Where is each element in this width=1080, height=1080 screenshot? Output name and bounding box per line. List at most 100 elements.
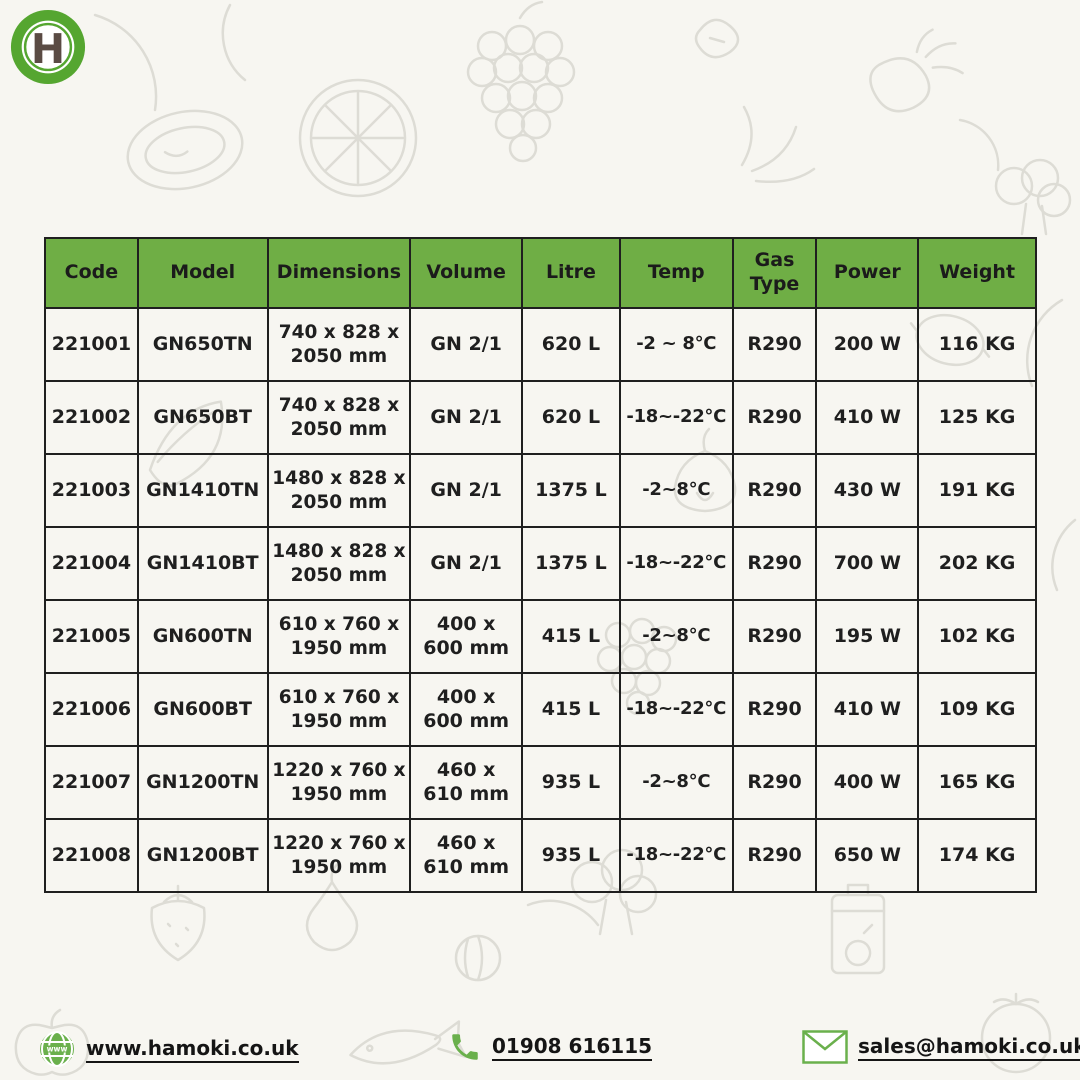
column-header: Litre <box>521 237 621 309</box>
table-cell: GN650TN <box>136 307 269 382</box>
table-cell: 200 W <box>815 307 920 382</box>
table-cell: GN1200BT <box>136 818 269 893</box>
table-cell: R290 <box>731 599 818 674</box>
website-link[interactable]: www.hamoki.co.uk <box>86 1036 299 1063</box>
table-cell: -18~-22°C <box>618 818 734 893</box>
table-cell: GN1410BT <box>136 526 269 601</box>
broccoli-doodle <box>994 158 1072 236</box>
table-row: 221008 GN1200BT 1220 x 760 x 1950 mm 460 x … <box>44 818 1037 893</box>
column-header: Code <box>44 237 139 309</box>
table-cell: GN 2/1 <box>409 380 524 455</box>
grapes-doodle <box>466 0 576 163</box>
column-header: Dimensions <box>266 237 412 309</box>
table-cell: 116 KG <box>917 307 1037 382</box>
table-cell: 460 x 610 mm <box>409 818 524 893</box>
table-cell: 740 x 828 x 2050 mm <box>266 307 412 382</box>
table-cell: 102 KG <box>917 599 1037 674</box>
table-cell: 430 W <box>815 453 920 528</box>
walnut-doodle <box>454 934 502 982</box>
table-cell: R290 <box>731 453 818 528</box>
arc-doodle <box>93 3 247 112</box>
table-cell: 221005 <box>44 599 139 674</box>
table-cell: 221001 <box>44 307 139 382</box>
table-cell: 935 L <box>521 745 621 820</box>
table-cell: 221002 <box>44 380 139 455</box>
table-row: 221006 GN600BT 610 x 760 x 1950 mm 400 x 60… <box>44 672 1037 747</box>
apple-doodle <box>14 1008 90 1076</box>
table-cell: R290 <box>731 307 818 382</box>
svg-text:www: www <box>47 1044 68 1053</box>
table-cell: 400 W <box>815 745 920 820</box>
column-header: Power <box>815 237 920 309</box>
table-cell: -2~8°C <box>618 453 734 528</box>
table-cell: 221003 <box>44 453 139 528</box>
table-cell: R290 <box>731 380 818 455</box>
column-header: Volume <box>409 237 524 309</box>
table-cell: 221008 <box>44 818 139 893</box>
table-row: 221003 GN1410TN 1480 x 828 x 2050 mm GN 2/1… <box>44 453 1037 528</box>
footer-email: sales@hamoki.co.uk <box>802 1030 1080 1064</box>
steak-doodle <box>126 109 244 191</box>
table-cell: GN1200TN <box>136 745 269 820</box>
table-cell: 1375 L <box>521 526 621 601</box>
table-cell: -2~8°C <box>618 599 734 674</box>
table-cell: 1480 x 828 x 2050 mm <box>266 526 412 601</box>
table-cell: -18~-22°C <box>618 380 734 455</box>
footer-website: www www.hamoki.co.uk <box>38 1030 299 1068</box>
nuts-doodle <box>694 18 740 59</box>
column-header: Gas Type <box>731 237 818 309</box>
table-cell: GN600BT <box>136 672 269 747</box>
table-cell: 400 x 600 mm <box>409 599 524 674</box>
email-link[interactable]: sales@hamoki.co.uk <box>858 1034 1080 1061</box>
table-cell: 202 KG <box>917 526 1037 601</box>
phone-link[interactable]: 01908 616115 <box>492 1034 653 1061</box>
table-cell: GN600TN <box>136 599 269 674</box>
column-header: Weight <box>917 237 1037 309</box>
table-row: 221005 GN600TN 610 x 760 x 1950 mm 400 x 60… <box>44 599 1037 674</box>
table-cell: 221007 <box>44 745 139 820</box>
table-cell: 195 W <box>815 599 920 674</box>
table-cell: 221004 <box>44 526 139 601</box>
table-cell: 460 x 610 mm <box>409 745 524 820</box>
table-cell: GN 2/1 <box>409 526 524 601</box>
table-cell: R290 <box>731 672 818 747</box>
table-cell: 415 L <box>521 599 621 674</box>
table-cell: 125 KG <box>917 380 1037 455</box>
table-cell: 221006 <box>44 672 139 747</box>
table-cell: R290 <box>731 526 818 601</box>
table-cell: 1375 L <box>521 453 621 528</box>
header-row: Code Model Dimensions Volume Litre Temp Gas Ty… <box>44 237 1037 309</box>
table-cell: 165 KG <box>917 745 1037 820</box>
phone-icon <box>452 1034 478 1060</box>
envelope-icon <box>802 1030 848 1064</box>
column-header: Model <box>136 237 269 309</box>
table-cell: 415 L <box>521 672 621 747</box>
table-cell: GN650BT <box>136 380 269 455</box>
table-cell: -18~-22°C <box>618 526 734 601</box>
table-cell: 620 L <box>521 380 621 455</box>
column-header: Temp <box>618 237 734 309</box>
table-cell: 610 x 760 x 1950 mm <box>266 599 412 674</box>
table-cell: 650 W <box>815 818 920 893</box>
table-cell: R290 <box>731 745 818 820</box>
arc-doodle <box>526 118 1000 927</box>
footer: www www.hamoki.co.uk 01908 616115 sales@… <box>0 1018 1080 1080</box>
hamoki-logo: H <box>10 9 86 85</box>
table-row: 221002 GN650BT 740 x 828 x 2050 mm GN 2/1 62… <box>44 380 1037 455</box>
table-cell: 740 x 828 x 2050 mm <box>266 380 412 455</box>
footer-phone: 01908 616115 <box>448 1030 653 1064</box>
table-cell: -2~8°C <box>618 745 734 820</box>
table-cell: 610 x 760 x 1950 mm <box>266 672 412 747</box>
strawberry-doodle <box>150 884 206 962</box>
table-cell: 410 W <box>815 672 920 747</box>
table-cell: 1480 x 828 x 2050 mm <box>266 453 412 528</box>
radish-doodle <box>869 28 964 113</box>
tomato-doodle <box>980 992 1052 1074</box>
table-body: 221001 GN650TN 740 x 828 x 2050 mm GN 2/1 62… <box>44 307 1037 893</box>
table-cell: 174 KG <box>917 818 1037 893</box>
table-row: 221007 GN1200TN 1220 x 760 x 1950 mm 460 x … <box>44 745 1037 820</box>
table-row: 221001 GN650TN 740 x 828 x 2050 mm GN 2/1 62… <box>44 307 1037 382</box>
table-cell: 700 W <box>815 526 920 601</box>
spec-table: Code Model Dimensions Volume Litre Temp Gas Ty… <box>44 237 1037 893</box>
table-cell: 400 x 600 mm <box>409 672 524 747</box>
